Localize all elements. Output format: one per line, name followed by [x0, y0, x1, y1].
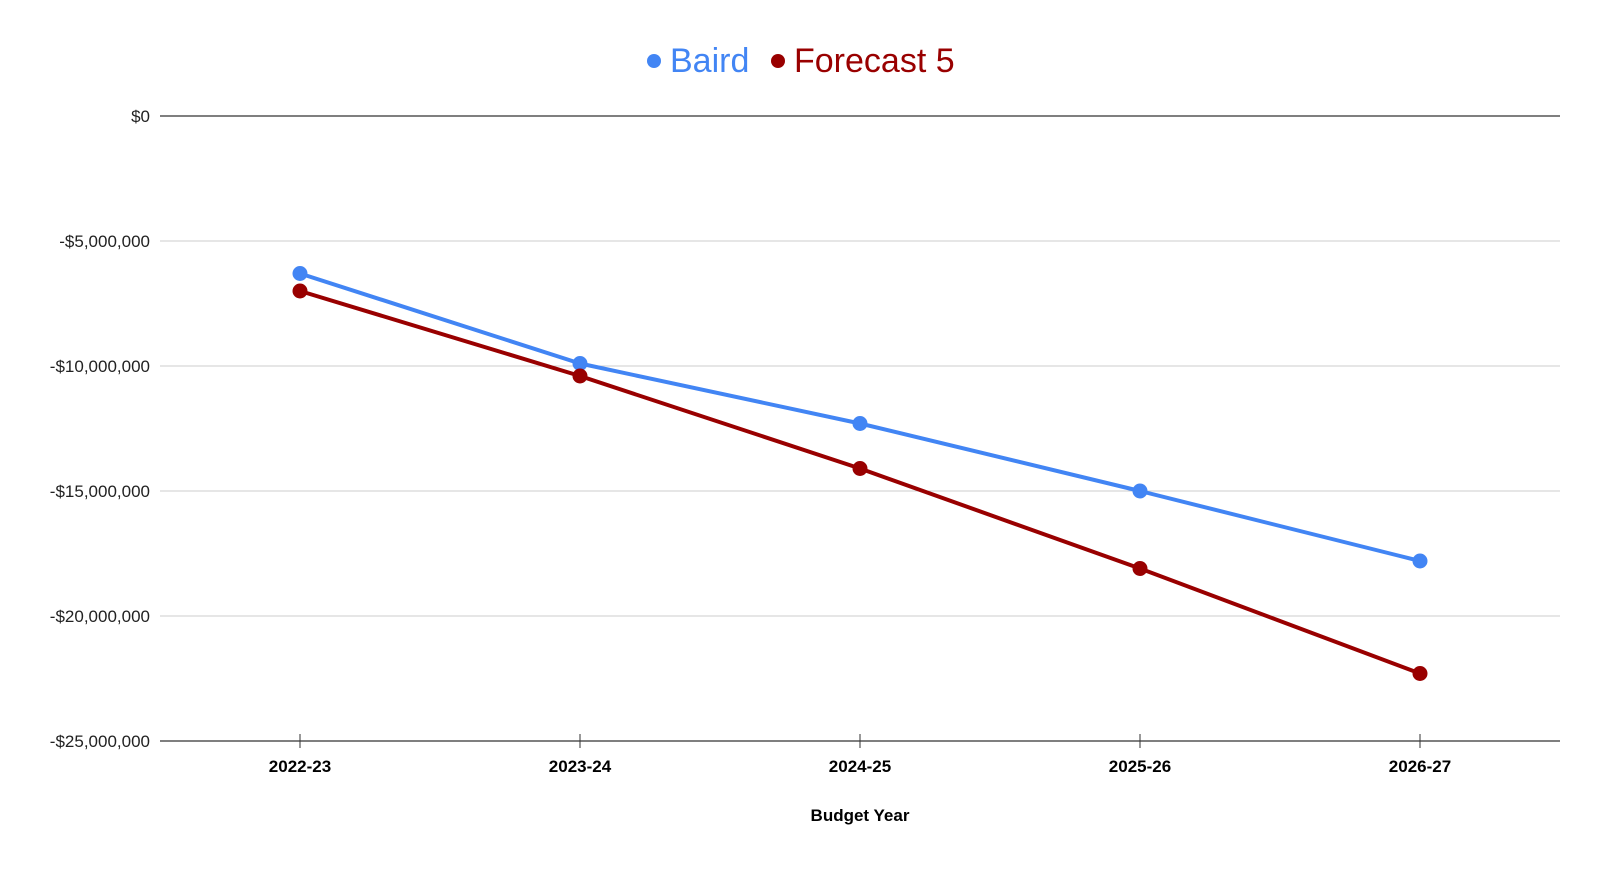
legend-marker-forecast-5	[771, 54, 785, 68]
y-tick-label: -$10,000,000	[50, 357, 150, 376]
data-point-baird[interactable]	[852, 416, 868, 431]
series-layer	[292, 266, 1428, 681]
x-tick-label: 2025-26	[1109, 757, 1171, 776]
data-point-forecast-5[interactable]	[292, 283, 308, 299]
legend: Baird Forecast 5	[647, 42, 955, 80]
data-point-forecast-5[interactable]	[852, 461, 868, 476]
y-tick-label: -$25,000,000	[50, 732, 150, 751]
data-point-forecast-5[interactable]	[572, 368, 588, 384]
y-tick-label: -$5,000,000	[59, 232, 150, 251]
data-point-baird[interactable]	[1412, 553, 1428, 569]
y-tick-label: -$15,000,000	[50, 482, 150, 501]
series-forecast-5	[292, 283, 1428, 681]
data-point-baird[interactable]	[1132, 483, 1148, 499]
x-tick-label: 2022-23	[269, 757, 331, 776]
x-tick-label: 2023-24	[549, 757, 612, 776]
legend-label-baird: Baird	[670, 42, 749, 80]
y-tick-label: $0	[131, 107, 150, 126]
data-point-baird[interactable]	[572, 356, 588, 371]
x-axis-title: Budget Year	[811, 806, 910, 825]
x-tick-label: 2026-27	[1389, 757, 1451, 776]
x-axis: 2022-23 2023-24 2024-25 2025-26 2026-27	[269, 734, 1451, 776]
x-tick-label: 2024-25	[829, 757, 891, 776]
legend-marker-baird	[647, 54, 661, 68]
y-axis-ticks: $0 -$5,000,000 -$10,000,000 -$15,000,000 -$2…	[50, 107, 150, 751]
legend-label-forecast-5: Forecast 5	[794, 42, 955, 80]
series-baird	[292, 266, 1428, 569]
data-point-baird[interactable]	[292, 266, 308, 281]
y-tick-label: -$20,000,000	[50, 607, 150, 626]
data-point-forecast-5[interactable]	[1132, 561, 1148, 576]
data-point-forecast-5[interactable]	[1412, 666, 1428, 681]
